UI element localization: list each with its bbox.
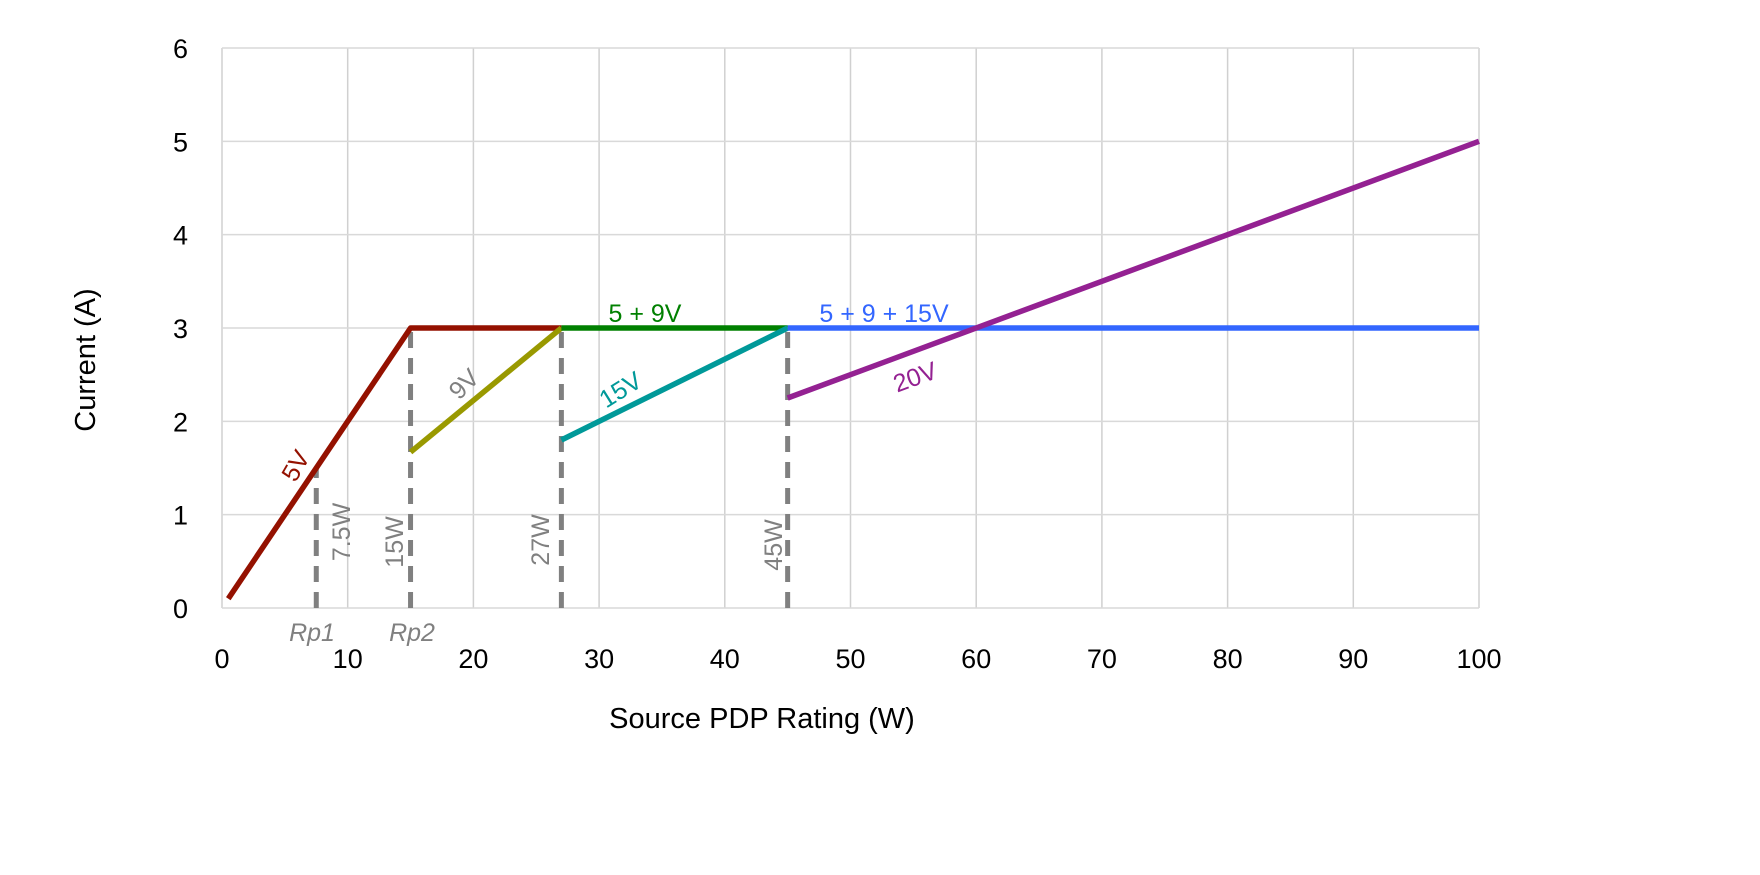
x-tick-label: 0 <box>214 644 229 674</box>
ref-label-15w: 15W <box>381 516 409 568</box>
x-axis-title: Source PDP Rating (W) <box>609 703 915 735</box>
series-line-5v <box>226 325 562 601</box>
x-tick-label: 20 <box>458 644 488 674</box>
series-line-15v <box>560 325 789 443</box>
y-tick-label: 6 <box>173 34 188 64</box>
y-tick-label: 2 <box>173 407 188 437</box>
series-label-15v: 15V <box>594 366 647 413</box>
reference-lines <box>313 328 791 608</box>
series-line-9v <box>408 325 564 455</box>
x-tick-label: 100 <box>1456 644 1501 674</box>
ref-label-27w: 27W <box>527 514 555 566</box>
y-tick-label: 0 <box>173 594 188 624</box>
series-label-5-9v: 5 + 9V <box>609 300 682 328</box>
tick-labels: 0 10 20 30 40 50 60 70 80 90 100 0 1 2 3 4 5 6 <box>173 34 1502 674</box>
x-tick-label: 60 <box>961 644 991 674</box>
series-line-20v <box>786 138 1480 401</box>
x-tick-label: 50 <box>835 644 865 674</box>
x-tick-label: 70 <box>1087 644 1117 674</box>
x-tick-label: 90 <box>1338 644 1368 674</box>
marker-rp1: Rp1 <box>289 619 335 647</box>
ref-label-7-5w: 7.5W <box>328 502 356 561</box>
ref-label-45w: 45W <box>760 519 788 571</box>
y-tick-label: 4 <box>173 221 188 251</box>
y-axis-title: Current (A) <box>70 288 102 431</box>
y-tick-label: 3 <box>173 314 188 344</box>
y-tick-label: 5 <box>173 127 188 157</box>
x-tick-label: 80 <box>1213 644 1243 674</box>
series-label-5-9-15v: 5 + 9 + 15V <box>819 300 949 328</box>
x-tick-label: 30 <box>584 644 614 674</box>
y-tick-label: 1 <box>173 501 188 531</box>
series-lines <box>226 138 1480 601</box>
marker-rp2: Rp2 <box>389 619 435 647</box>
series-label-20v: 20V <box>890 357 942 399</box>
x-tick-label: 10 <box>333 644 363 674</box>
x-tick-label: 40 <box>710 644 740 674</box>
